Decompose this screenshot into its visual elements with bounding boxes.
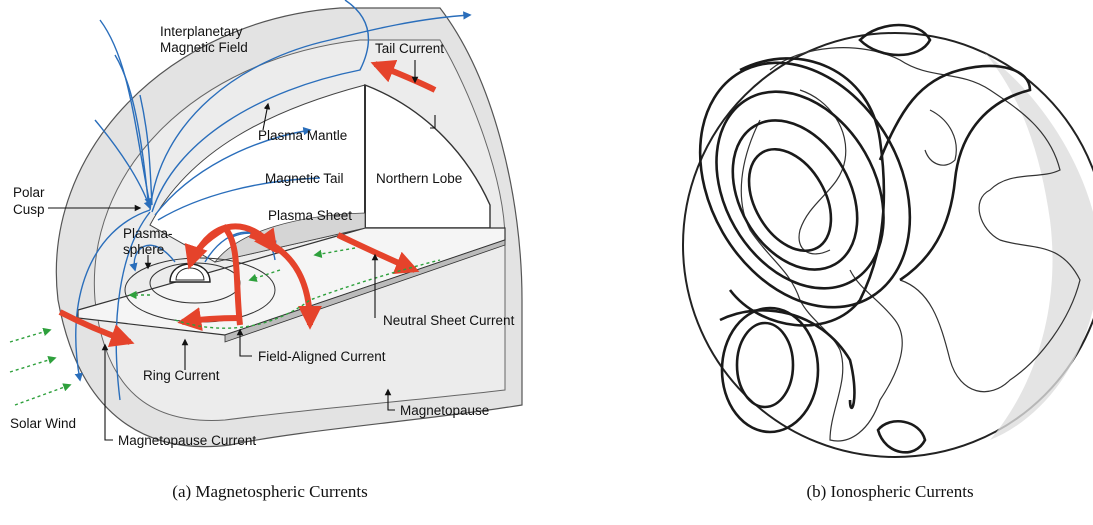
panel-b: (b) Ionospheric Currents [658, 25, 1093, 501]
label-line: Magnetic Field [160, 40, 248, 55]
label-line: Plasma- [123, 226, 173, 241]
label-line: Polar [13, 185, 45, 200]
label: Tail Current [375, 41, 444, 56]
label: Plasma Sheet [268, 208, 352, 223]
caption: (a) Magnetospheric Currents [172, 482, 367, 501]
label-line: Interplanetary [160, 24, 243, 39]
label: Magnetic Tail [265, 171, 344, 186]
label: Ring Current [143, 368, 220, 383]
label: Neutral Sheet Current [383, 313, 515, 328]
label: Northern Lobe [376, 171, 462, 186]
label: Solar Wind [10, 416, 76, 431]
label-line: Cusp [13, 202, 45, 217]
label: Magnetopause Current [118, 433, 256, 448]
label: Polar Cusp [13, 185, 45, 217]
label-line: sphere [123, 242, 164, 257]
label: Magnetopause [400, 403, 489, 418]
label: Field-Aligned Current [258, 349, 386, 364]
figure: InterplanetaryMagnetic Field Tail Curren… [0, 0, 1093, 525]
caption: (b) Ionospheric Currents [806, 482, 973, 501]
label: Plasma Mantle [258, 128, 347, 143]
